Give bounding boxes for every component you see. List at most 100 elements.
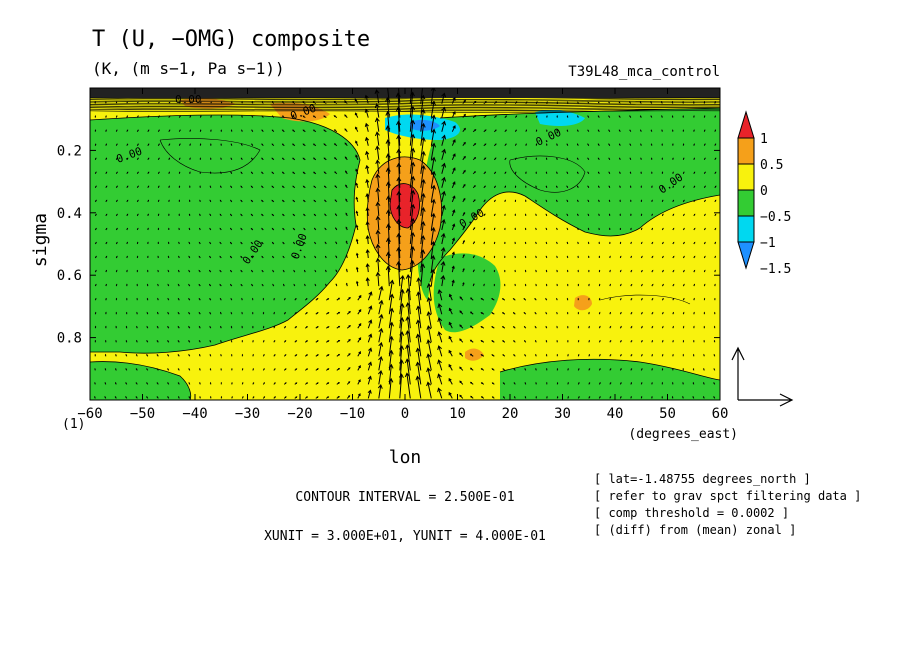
wind-vector: [409, 217, 416, 245]
wind-vector: [640, 255, 643, 259]
wind-vector: [210, 101, 212, 104]
wind-vector: [629, 157, 632, 160]
wind-vector: [545, 213, 548, 217]
wind-vector: [324, 227, 327, 231]
wind-vector: [566, 185, 569, 189]
colorbar-label: −1.5: [760, 262, 791, 277]
wind-vector: [630, 381, 632, 385]
wind-vector: [556, 213, 558, 217]
x-tick-label: 40: [607, 406, 624, 422]
x-axis: −60 −50 −40 −30 −20 −10 0 10 20 30 40 50 60: [77, 88, 728, 422]
wind-vector: [188, 227, 191, 231]
wind-vector: [115, 143, 118, 146]
wind-vector: [556, 325, 558, 329]
wind-vector: [577, 101, 579, 104]
wind-vector: [480, 297, 485, 301]
contour-interval-text: CONTOUR INTERVAL = 2.500E-01: [295, 490, 514, 505]
wind-vector: [240, 255, 243, 259]
wind-vector: [566, 101, 569, 104]
wind-vector: [703, 311, 706, 315]
wind-vector: [135, 395, 138, 399]
wind-vector: [231, 101, 233, 104]
wind-vector: [483, 269, 485, 273]
y-tick-label: 0.8: [57, 331, 82, 347]
wind-vector: [323, 143, 327, 147]
wind-vector: [346, 296, 351, 301]
vector-units-text: XUNIT = 3.000E+01, YUNIT = 4.000E-01: [264, 529, 546, 544]
wind-vector: [630, 241, 632, 245]
wind-vector: [262, 325, 265, 329]
wind-vector: [105, 115, 107, 118]
wind-vector: [94, 129, 97, 132]
wind-vector: [639, 101, 642, 104]
wind-vector: [493, 269, 496, 273]
wind-vector: [115, 199, 118, 203]
wind-vector: [271, 185, 275, 189]
wind-vector: [693, 297, 695, 301]
wind-vector: [609, 368, 612, 371]
wind-vector: [588, 297, 590, 301]
wind-vector: [692, 353, 695, 357]
wind-vector: [209, 311, 212, 315]
wind-vector: [220, 339, 222, 343]
wind-vector: [136, 129, 139, 132]
wind-vector: [377, 384, 383, 399]
wind-vector: [367, 375, 372, 385]
wind-vector: [283, 382, 287, 385]
y-tick-label: 0.2: [57, 143, 82, 159]
wind-vector: [459, 338, 464, 343]
upper-boundary-line: [90, 102, 720, 105]
wind-vector: [472, 143, 477, 147]
field-region-negative-west: [90, 114, 360, 354]
wind-vector: [409, 105, 416, 132]
wind-vector: [395, 92, 401, 118]
wind-vector: [629, 129, 632, 132]
wind-vector: [146, 269, 149, 273]
wind-vector: [198, 311, 201, 315]
wind-vector: [292, 129, 296, 133]
wind-vector: [714, 241, 717, 245]
wind-vector: [126, 269, 128, 273]
wind-vector: [545, 199, 548, 203]
wind-vector: [251, 129, 254, 132]
wind-vector: [640, 368, 643, 371]
wind-vector: [566, 115, 569, 118]
wind-vector: [198, 255, 201, 259]
wind-vector: [115, 129, 118, 132]
upper-boundary-line: [90, 110, 720, 113]
wind-vector: [577, 115, 579, 118]
wind-vector: [535, 101, 538, 104]
wind-vector: [703, 241, 706, 245]
wind-vector: [189, 129, 191, 132]
wind-vector: [303, 241, 306, 245]
wind-vector: [556, 171, 558, 174]
wind-vector: [437, 317, 443, 329]
wind-vector: [293, 255, 296, 259]
wind-vector: [385, 181, 391, 202]
wind-vector: [126, 297, 128, 301]
wind-vector: [105, 157, 108, 161]
wind-vector: [503, 283, 506, 287]
wind-vector: [240, 213, 243, 217]
wind-vector: [534, 340, 537, 343]
wind-vector: [355, 238, 359, 245]
wind-vector: [167, 339, 170, 343]
wind-vector: [480, 354, 485, 357]
wind-vector: [480, 340, 485, 343]
wind-vector: [588, 283, 590, 287]
wind-vector: [252, 382, 255, 385]
wind-vector: [672, 353, 674, 357]
wind-vector: [345, 240, 348, 245]
wind-vector: [115, 353, 117, 357]
wind-vector: [250, 199, 254, 203]
wind-vector: [199, 199, 201, 203]
wind-vector: [462, 183, 466, 189]
wind-vector: [546, 395, 548, 399]
wind-vector: [345, 184, 348, 189]
wind-vector: [566, 283, 569, 287]
wind-vector: [104, 367, 107, 371]
wind-vector: [703, 157, 706, 161]
wind-vector: [146, 297, 149, 301]
wind-vector: [262, 396, 266, 399]
wind-vector: [219, 269, 222, 273]
